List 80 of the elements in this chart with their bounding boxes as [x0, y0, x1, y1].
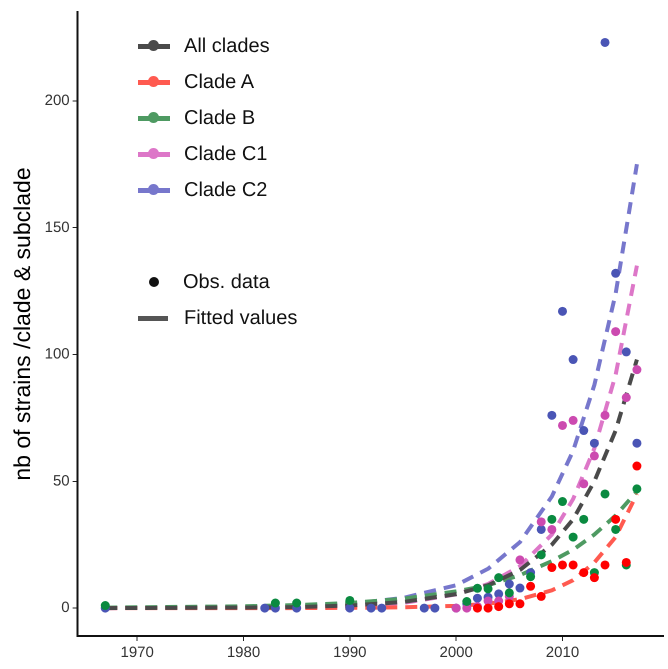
legend-label: Clade B	[184, 106, 256, 130]
x-tick-label: 1980	[226, 644, 260, 662]
legend-label: All clades	[184, 34, 270, 58]
point	[568, 532, 578, 542]
point	[632, 438, 642, 448]
point	[622, 393, 631, 402]
legend-label: Clade A	[184, 70, 254, 94]
point	[600, 560, 610, 570]
point	[504, 599, 514, 608]
point	[558, 420, 567, 430]
point	[579, 479, 588, 488]
y-tick-label: 100	[44, 346, 70, 363]
point	[579, 568, 588, 578]
point	[568, 560, 578, 570]
point	[484, 584, 493, 594]
point	[632, 462, 642, 471]
y-tick-label: 150	[44, 218, 70, 236]
point	[590, 451, 599, 460]
point	[600, 38, 610, 47]
point	[377, 604, 386, 613]
point	[547, 563, 556, 572]
point	[345, 604, 354, 613]
point	[494, 573, 504, 582]
annotation: Fitted values	[184, 306, 298, 330]
point	[366, 604, 376, 613]
point	[536, 550, 546, 560]
point	[515, 555, 524, 564]
point	[547, 524, 556, 534]
point	[590, 573, 599, 582]
point	[600, 489, 610, 498]
point	[504, 580, 514, 588]
point	[600, 410, 610, 420]
y-tick-label: 200	[44, 92, 70, 109]
point	[100, 601, 110, 610]
point	[526, 572, 536, 582]
point	[611, 268, 620, 278]
point	[568, 416, 578, 425]
point	[558, 560, 567, 570]
x-tick-label: 1990	[333, 644, 367, 662]
annotation: Obs. data	[183, 270, 270, 294]
point	[547, 514, 556, 524]
point	[579, 514, 588, 524]
point	[430, 604, 440, 613]
x-tick-label: 1970	[120, 644, 154, 662]
point	[515, 599, 524, 608]
point	[494, 602, 504, 612]
point	[536, 592, 546, 601]
point	[611, 514, 620, 524]
point	[590, 438, 599, 448]
point	[622, 558, 631, 567]
point	[484, 604, 493, 613]
point	[526, 582, 536, 591]
point	[536, 517, 546, 526]
point	[579, 426, 588, 436]
point	[568, 355, 578, 364]
x-tick-label: 2010	[546, 644, 580, 662]
y-tick-label: 50	[52, 472, 70, 490]
point	[504, 588, 514, 598]
point	[622, 347, 631, 356]
point	[515, 584, 524, 593]
point	[345, 596, 354, 605]
legend-label: Clade C2	[184, 178, 268, 202]
point	[420, 604, 429, 613]
point	[632, 484, 642, 494]
point	[292, 598, 302, 608]
point	[611, 524, 620, 534]
point	[632, 365, 642, 374]
point	[472, 594, 482, 603]
point	[547, 410, 556, 420]
point	[536, 524, 546, 534]
point	[558, 497, 567, 506]
point	[270, 598, 280, 608]
point	[558, 306, 567, 316]
legend-label: Clade C1	[184, 142, 268, 166]
point	[260, 604, 270, 613]
x-tick-label: 2000	[439, 644, 473, 662]
point	[472, 584, 482, 593]
y-tick-label: 0	[61, 599, 70, 616]
point	[611, 327, 620, 336]
y-axis-title: nb of strains /clade & subclade	[9, 167, 36, 481]
